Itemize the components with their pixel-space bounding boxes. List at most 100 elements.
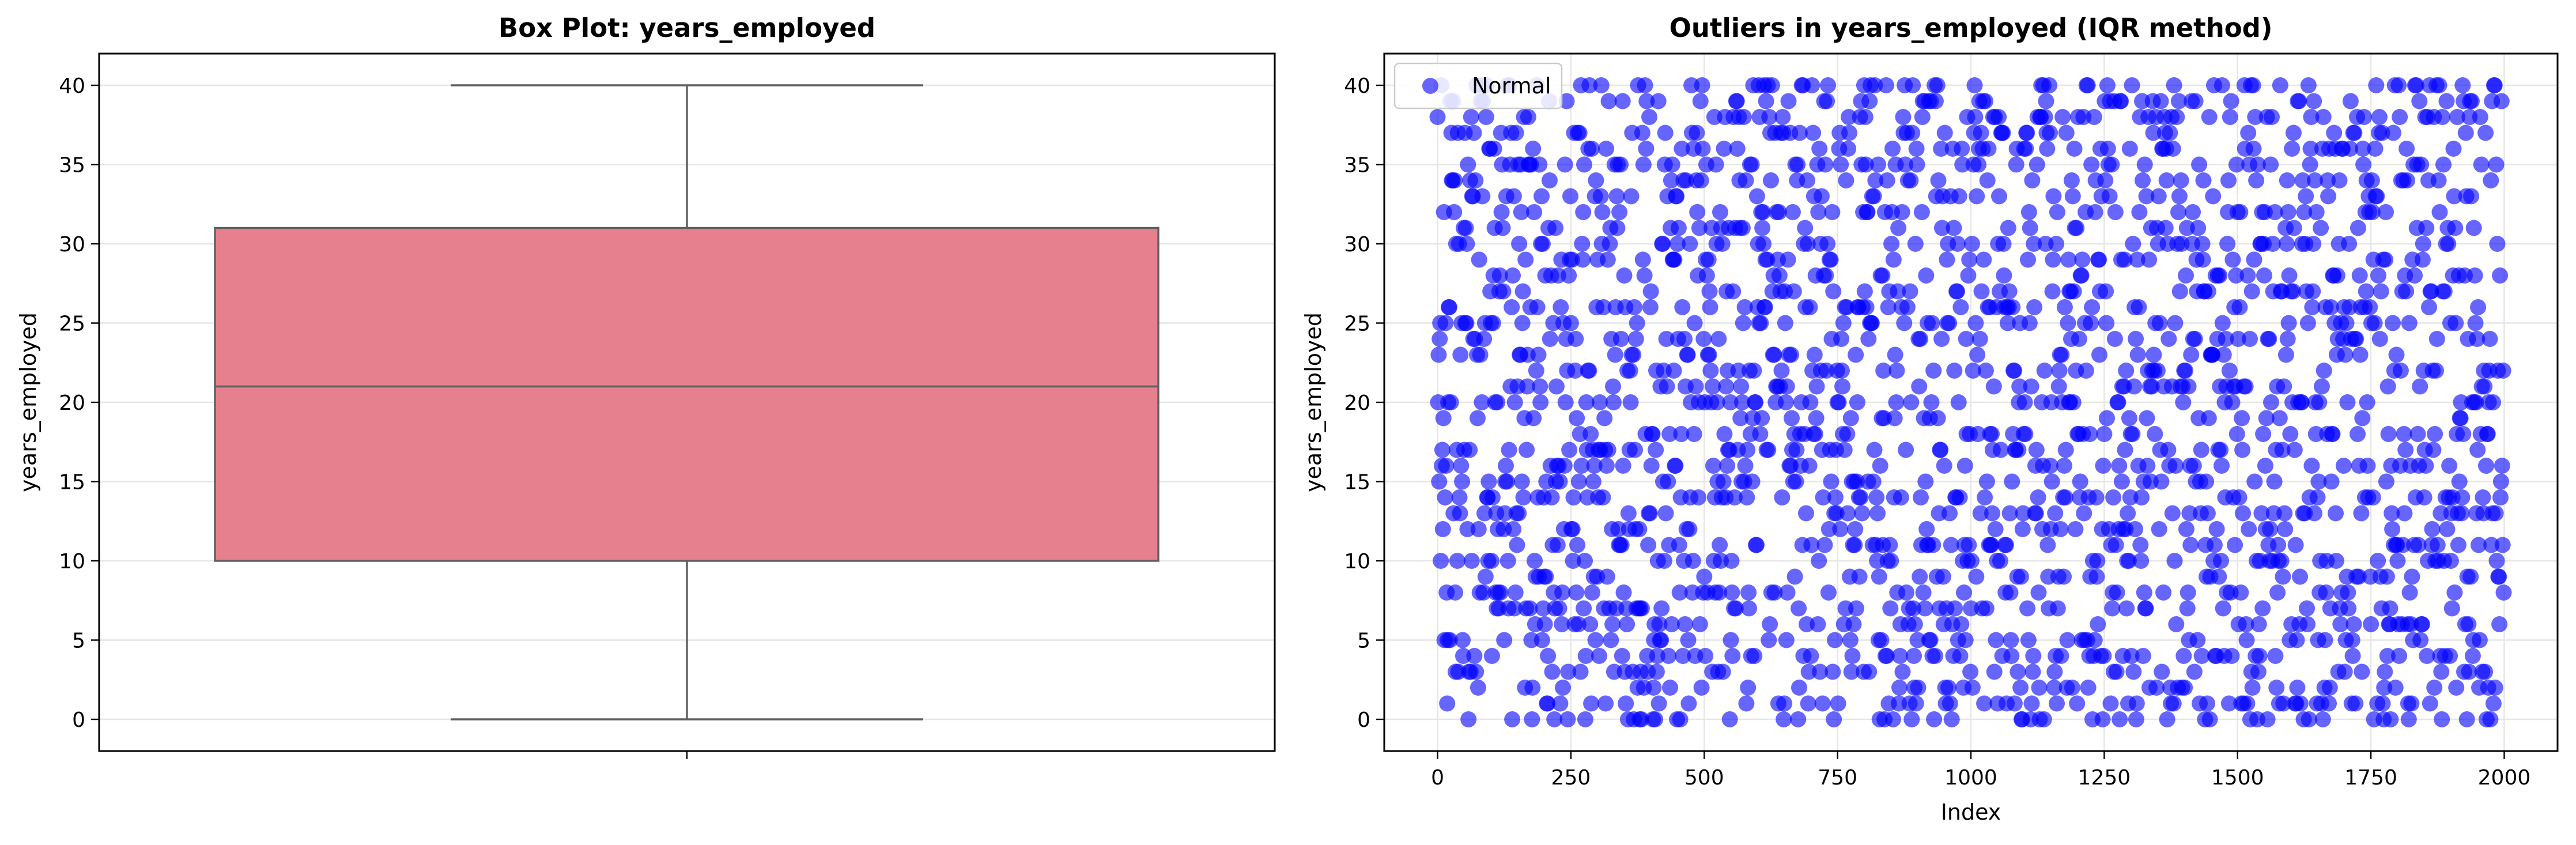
scatter-point xyxy=(2385,125,2401,141)
scatter-point xyxy=(2430,172,2447,188)
scatter-point xyxy=(2238,632,2255,648)
scatter-point xyxy=(1908,695,1924,712)
right-x-tick-label: 250 xyxy=(1551,766,1591,790)
scatter-point xyxy=(1539,695,1556,712)
scatter-point xyxy=(1681,521,1698,537)
right-x-tick-label: 2000 xyxy=(2478,766,2531,790)
scatter-point xyxy=(2220,172,2237,188)
scatter-point xyxy=(2173,172,2189,188)
scatter-point xyxy=(1783,346,1800,363)
scatter-point xyxy=(2392,109,2408,125)
scatter-point xyxy=(1823,473,1840,490)
right-x-tick-label: 1000 xyxy=(1944,766,1997,790)
scatter-point xyxy=(1458,315,1475,331)
scatter-point xyxy=(1524,711,1540,727)
scatter-point xyxy=(1883,236,1900,252)
scatter-point xyxy=(1954,141,1970,157)
scatter-point xyxy=(2282,426,2299,442)
scatter-point xyxy=(1961,537,1977,553)
scatter-point xyxy=(1786,568,1803,585)
scatter-point xyxy=(1644,426,1661,442)
scatter-point xyxy=(1700,251,1717,268)
scatter-point xyxy=(2259,711,2276,727)
scatter-point xyxy=(1734,394,1750,410)
scatter-point xyxy=(1963,236,1980,252)
scatter-point xyxy=(1842,410,1859,427)
scatter-point xyxy=(1692,93,1709,110)
scatter-point xyxy=(2399,172,2415,188)
scatter-point xyxy=(2064,680,2080,696)
scatter-point xyxy=(2133,553,2150,569)
scatter-point xyxy=(1810,616,1826,632)
scatter-point xyxy=(2042,125,2058,141)
scatter-point xyxy=(2298,188,2314,205)
scatter-point xyxy=(2242,331,2258,347)
scatter-point xyxy=(1763,77,1780,93)
scatter-point xyxy=(2083,156,2100,173)
scatter-point xyxy=(1638,141,1655,157)
scatter-point xyxy=(2251,648,2268,664)
scatter-point xyxy=(2328,553,2344,569)
scatter-point xyxy=(2125,236,2141,252)
scatter-point xyxy=(1819,93,1835,110)
scatter-point xyxy=(2280,315,2297,331)
scatter-point xyxy=(1970,426,1986,442)
scatter-point xyxy=(1915,584,1932,601)
scatter-point xyxy=(1634,125,1650,141)
scatter-point xyxy=(2185,458,2202,474)
scatter-point xyxy=(1740,584,1757,601)
scatter-point xyxy=(1712,537,1728,553)
scatter-point xyxy=(1542,331,1558,347)
scatter-point xyxy=(1828,505,1845,522)
scatter-point xyxy=(1638,93,1655,110)
scatter-point xyxy=(1705,458,1721,474)
scatter-point xyxy=(1650,695,1667,712)
scatter-point xyxy=(1600,442,1616,458)
scatter-point xyxy=(2015,505,2031,522)
scatter-point xyxy=(2277,346,2294,363)
scatter-point xyxy=(2099,410,2115,427)
scatter-point xyxy=(1583,695,1600,712)
scatter-point xyxy=(1562,188,1578,205)
scatter-point xyxy=(1797,220,1814,236)
scatter-point xyxy=(1499,553,1516,569)
scatter-point xyxy=(1724,584,1740,601)
scatter-point xyxy=(1612,331,1629,347)
scatter-point xyxy=(1822,251,1839,268)
scatter-point xyxy=(1808,410,1825,427)
scatter-point xyxy=(2049,695,2065,712)
scatter-point xyxy=(2396,505,2413,522)
scatter-point xyxy=(2049,204,2065,220)
scatter-point xyxy=(1832,521,1849,537)
scatter-point xyxy=(2187,93,2204,110)
scatter-point xyxy=(2418,458,2434,474)
scatter-point xyxy=(1620,505,1637,522)
scatter-point xyxy=(1891,680,1908,696)
scatter-point xyxy=(2367,141,2384,157)
scatter-point xyxy=(2023,378,2039,395)
scatter-point xyxy=(1951,489,1968,506)
scatter-point xyxy=(2162,125,2178,141)
scatter-point xyxy=(2463,188,2480,205)
scatter-point xyxy=(2412,632,2429,648)
scatter-point xyxy=(1755,204,1772,220)
scatter-point xyxy=(2264,109,2280,125)
scatter-point xyxy=(1972,505,1989,522)
scatter-point xyxy=(2232,204,2249,220)
scatter-point xyxy=(1693,680,1710,696)
scatter-point xyxy=(2492,489,2509,506)
right-x-tick-label: 0 xyxy=(1431,766,1444,790)
scatter-point xyxy=(2482,711,2499,727)
scatter-point xyxy=(1574,236,1591,252)
left-y-tick-label: 0 xyxy=(72,708,85,732)
scatter-point xyxy=(1634,600,1650,617)
scatter-point xyxy=(1741,600,1757,617)
scatter-point xyxy=(1766,584,1783,601)
scatter-point xyxy=(2139,458,2156,474)
scatter-point xyxy=(1604,616,1621,632)
scatter-point xyxy=(2429,537,2446,553)
scatter-point xyxy=(1912,331,1929,347)
scatter-point xyxy=(2084,299,2101,315)
scatter-point xyxy=(1559,711,1576,727)
scatter-point xyxy=(1998,537,2015,553)
